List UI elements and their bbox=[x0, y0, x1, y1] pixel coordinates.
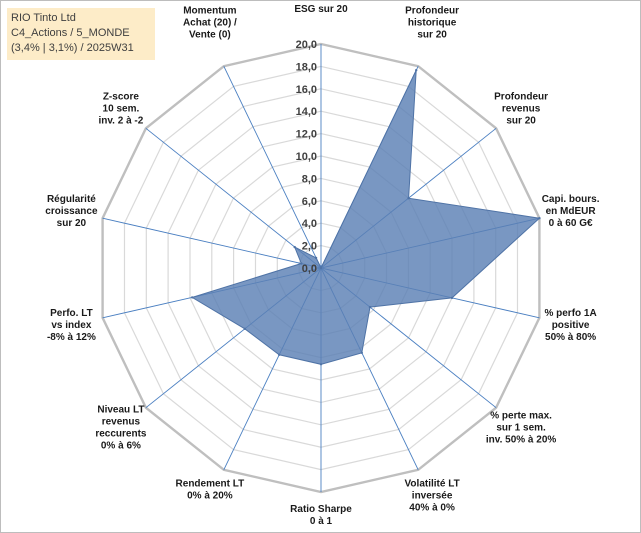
data-point-11 bbox=[191, 296, 194, 299]
axis-label-6-line-3: inv. 50% à 20% bbox=[486, 435, 557, 446]
axis-label-12-line-1: Régularité bbox=[47, 194, 96, 205]
axis-label-10-line-3: reccurents bbox=[95, 429, 147, 440]
axis-label-10-line-4: 0% à 6% bbox=[101, 441, 141, 452]
tick-label-2: 4,0 bbox=[302, 218, 317, 230]
axis-label-4-line-1: Capi. bours. bbox=[542, 194, 600, 205]
tick-label-1: 2,0 bbox=[302, 241, 317, 253]
axis-label-9-line-2: 0% à 20% bbox=[187, 491, 233, 502]
tick-label-6: 12,0 bbox=[296, 129, 317, 141]
axis-label-10-line-1: Niveau LT bbox=[97, 405, 144, 416]
info-line-title: RIO Tinto Ltd bbox=[11, 12, 76, 24]
axis-label-5-line-3: 50% à 80% bbox=[545, 332, 596, 343]
data-point-2 bbox=[415, 69, 418, 72]
tick-label-0: 0,0 bbox=[302, 263, 317, 275]
data-point-12 bbox=[300, 262, 303, 265]
tick-label-9: 18,0 bbox=[296, 61, 317, 73]
axis-label-8-line-2: 0 à 1 bbox=[310, 516, 333, 527]
axis-label-10-line-2: revenus bbox=[102, 417, 141, 428]
axis-spoke-14 bbox=[223, 66, 322, 269]
data-point-9 bbox=[278, 353, 281, 356]
axis-label-14-line-3: Vente (0) bbox=[189, 29, 231, 40]
axis-label-11-line-3: -8% à 12% bbox=[47, 332, 96, 343]
axis-label-13-line-2: 10 sem. bbox=[103, 103, 140, 114]
axis-label-5-line-1: % perfo 1A bbox=[544, 308, 596, 319]
data-point-1 bbox=[319, 266, 323, 270]
tick-label-8: 16,0 bbox=[296, 84, 317, 96]
axis-label-8-line-1: Ratio Sharpe bbox=[290, 504, 352, 515]
info-line-stats: (3,4% | 3,1%) / 2025W31 bbox=[11, 42, 134, 54]
tick-label-5: 10,0 bbox=[296, 151, 317, 163]
axis-label-6-line-2: sur 1 sem. bbox=[496, 423, 546, 434]
axis-label-6-line-1: % perte max. bbox=[490, 411, 552, 422]
axis-label-11-line-1: Perfo. LT bbox=[50, 308, 93, 319]
axis-label-4-line-3: 0 à 60 G€ bbox=[549, 218, 593, 229]
axis-label-7-line-2: inversée bbox=[412, 491, 453, 502]
series-area bbox=[190, 69, 541, 365]
tick-label-4: 8,0 bbox=[302, 173, 317, 185]
axis-label-4-line-2: en MdEUR bbox=[546, 206, 597, 217]
data-point-10 bbox=[243, 327, 246, 330]
data-point-8 bbox=[319, 363, 323, 366]
data-point-3 bbox=[407, 197, 410, 200]
data-point-13 bbox=[293, 245, 296, 249]
axis-label-1-line-2: ESG sur 20 bbox=[294, 4, 348, 15]
axis-label-2-line-1: Profondeur bbox=[405, 5, 459, 16]
axis-spoke-12 bbox=[102, 217, 322, 269]
axis-label-3-line-1: Profondeur bbox=[494, 91, 548, 102]
info-line-category: C4_Actions / 5_MONDE bbox=[11, 27, 130, 39]
tick-label-7: 14,0 bbox=[296, 106, 317, 118]
axis-label-5-line-2: positive bbox=[552, 320, 590, 331]
axis-label-3-line-2: revenus bbox=[502, 103, 541, 114]
axis-label-7-line-3: 40% à 0% bbox=[409, 503, 455, 514]
axis-label-14-line-2: Achat (20) / bbox=[183, 17, 237, 28]
data-point-5 bbox=[450, 296, 454, 300]
tick-label-3: 6,0 bbox=[302, 196, 317, 208]
axis-label-3-line-3: sur 20 bbox=[506, 115, 536, 126]
axis-label-14-line-1: Momentum bbox=[183, 5, 236, 16]
data-point-4 bbox=[538, 217, 541, 220]
axis-label-9-line-1: Rendement LT bbox=[176, 479, 245, 490]
axis-label-12-line-3: sur 20 bbox=[57, 218, 87, 229]
data-point-14 bbox=[314, 256, 318, 260]
axis-spoke-13 bbox=[145, 127, 322, 269]
axis-label-2-line-3: sur 20 bbox=[417, 29, 447, 40]
axis-label-1-line-1: Note bbox=[310, 1, 333, 3]
axis-label-12-line-2: croissance bbox=[45, 206, 98, 217]
data-point-7 bbox=[360, 351, 363, 354]
info-box: RIO Tinto Ltd C4_Actions / 5_MONDE (3,4%… bbox=[7, 8, 155, 60]
axis-label-13-line-1: Z-score bbox=[103, 91, 140, 102]
axis-label-7-line-1: Volatilité LT bbox=[405, 479, 460, 490]
tick-label-10: 20,0 bbox=[296, 39, 317, 51]
axis-label-11-line-2: vs index bbox=[51, 320, 91, 331]
data-point-6 bbox=[368, 305, 372, 309]
axis-label-2-line-2: historique bbox=[408, 17, 457, 28]
axis-label-13-line-3: inv. 2 à -2 bbox=[98, 115, 143, 126]
